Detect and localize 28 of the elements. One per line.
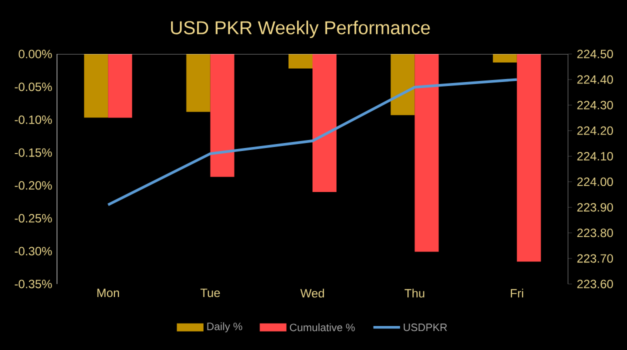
y2-tick-label: 224.20 [577, 126, 613, 135]
y2-tick-label: 224.00 [577, 178, 613, 186]
y-tick-label: -0.05% [14, 82, 52, 92]
y-tick-label: -0.15% [14, 148, 52, 157]
y2-tick-label: 224.50 [577, 50, 613, 58]
y-tick-label: 0.00% [18, 50, 52, 58]
chart-title: USD PKR Weekly Performance [171, 20, 430, 38]
y-tick-label: -0.20% [14, 181, 52, 190]
y-tick-label: -0.30% [14, 246, 52, 256]
y2-tick-label: 223.90 [577, 203, 613, 212]
x-tick-label: Wed [300, 288, 324, 298]
x-tick-label: Mon [97, 288, 119, 298]
x-tick-label: Tue [200, 288, 220, 298]
line-series [106, 78, 518, 206]
x-tick-label: Fri [510, 288, 524, 298]
y2-tick-label: 223.60 [577, 280, 613, 288]
y2-tick-label: 224.10 [577, 152, 613, 160]
legend-label: USDPKR [404, 324, 447, 332]
x-tick-label: Thu [404, 288, 424, 298]
legend-label: Cumulative % [290, 323, 355, 332]
legend-label: Daily % [207, 322, 242, 332]
y-tick-label: -0.35% [14, 280, 52, 288]
y2-tick-label: 224.40 [577, 75, 613, 84]
y2-tick-label: 224.30 [577, 100, 613, 110]
y-tick-label: -0.10% [14, 115, 52, 124]
y2-tick-label: 223.80 [577, 228, 613, 238]
y2-tick-label: 223.70 [577, 254, 613, 263]
y-tick-label: -0.25% [14, 214, 52, 223]
